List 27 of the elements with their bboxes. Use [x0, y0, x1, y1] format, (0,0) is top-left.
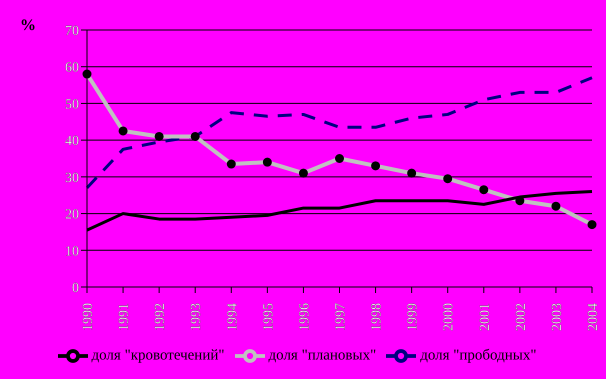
x-tick-label: 1992 [153, 303, 168, 331]
y-tick-label: 50 [65, 97, 79, 112]
x-tick-label: 1995 [261, 303, 276, 331]
y-tick-label: 60 [65, 60, 79, 76]
x-tick-label: 1990 [81, 303, 96, 331]
x-tick-label: 1993 [189, 303, 204, 331]
y-tick-label: 70 [65, 24, 79, 39]
x-tick-label: 2001 [478, 303, 493, 331]
x-tick-label: 1999 [406, 303, 421, 331]
legend-label: доля "плановых" [268, 347, 376, 364]
y-tick-label: 0 [72, 280, 79, 296]
x-tick-label: 1998 [370, 303, 385, 331]
x-tick-label: 1994 [225, 303, 240, 331]
y-axis-title: % [20, 17, 36, 34]
y-tick-label: 40 [65, 134, 79, 150]
x-tick-label: 2000 [442, 303, 457, 331]
x-tick-label: 1991 [117, 303, 132, 331]
x-tick-label: 1996 [297, 303, 312, 331]
y-tick-label: 20 [65, 208, 79, 223]
x-tick-label: 2003 [550, 303, 565, 331]
y-tick-label: 30 [65, 170, 79, 186]
legend-label: доля "кровотечений" [92, 347, 225, 364]
x-tick-label: 1997 [334, 303, 348, 331]
x-tick-label: 2004 [586, 303, 601, 331]
x-tick-label: 2002 [514, 303, 529, 331]
legend-label: доля "прободных" [420, 347, 536, 364]
y-tick-label: 10 [65, 244, 79, 260]
